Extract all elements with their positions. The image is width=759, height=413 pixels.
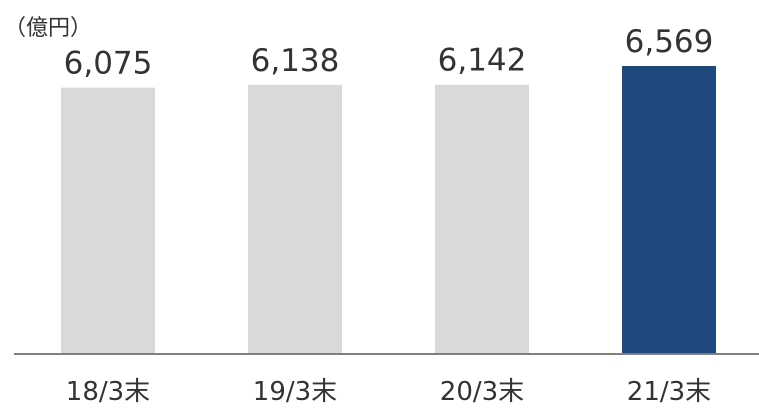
value-label: 6,075 (64, 46, 153, 82)
bar-21/3末 (622, 66, 716, 354)
bar-20/3末 (435, 84, 529, 355)
value-label: 6,142 (438, 43, 527, 79)
unit-label: （億円） (4, 16, 93, 41)
category-label: 20/3末 (440, 377, 524, 407)
value-label: 6,569 (625, 24, 714, 60)
bar-18/3末 (61, 87, 155, 355)
category-label: 19/3末 (253, 377, 337, 407)
value-label: 6,138 (251, 43, 340, 79)
category-label: 21/3末 (627, 377, 711, 407)
category-label: 18/3末 (66, 377, 150, 407)
bar-19/3末 (248, 84, 342, 354)
